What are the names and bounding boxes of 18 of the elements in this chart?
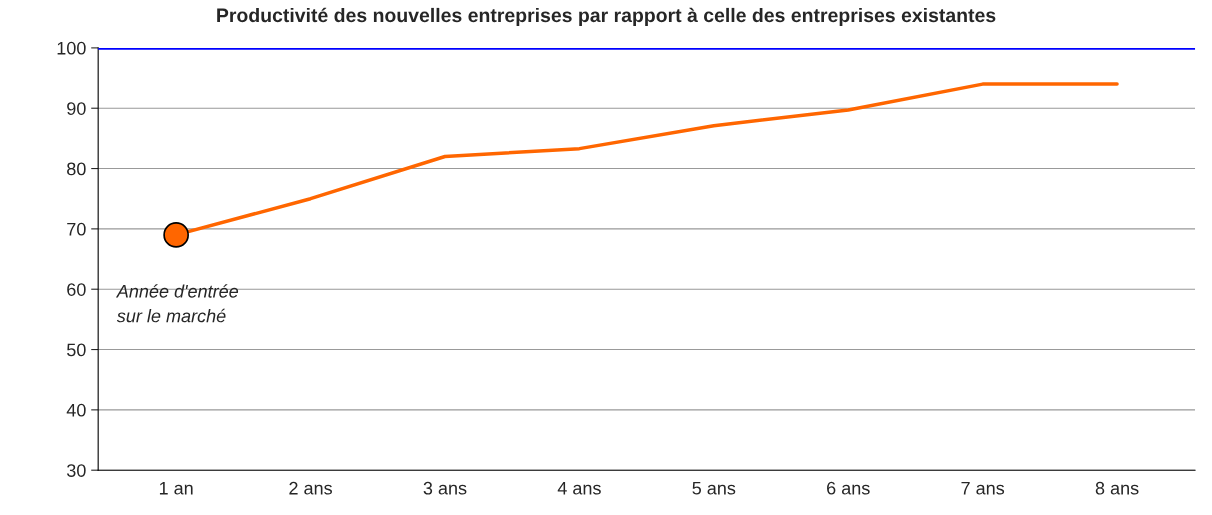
x-tick-label: 3 ans [423, 481, 467, 495]
y-tick-label: 40 [66, 403, 86, 417]
x-tick-label: 5 ans [692, 481, 736, 495]
chart-title: Productivité des nouvelles entreprises par rapport à celle des entreprises existantes [217, 7, 996, 27]
y-tick-label: 80 [67, 162, 86, 176]
y-tick-label: 60 [67, 283, 86, 296]
y-tick-label: 70 [67, 222, 86, 236]
annotation: Année d'entrée sur le marché [115, 284, 239, 323]
y-tick-label: 30 [66, 464, 86, 477]
x-tick-label: 8 ans [1095, 481, 1139, 495]
y-tick-label: 100 [57, 41, 86, 55]
y-tick-label: 90 [67, 102, 86, 115]
x-tick-label: 2 ans [289, 481, 332, 495]
x-tick-label: 1 an [159, 481, 193, 495]
x-tick-label: 7 ans [961, 481, 1005, 495]
x-tick-label: 4 ans [557, 481, 601, 495]
y-tick-label: 50 [67, 343, 86, 357]
x-tick-label: 6 ans [827, 481, 870, 495]
